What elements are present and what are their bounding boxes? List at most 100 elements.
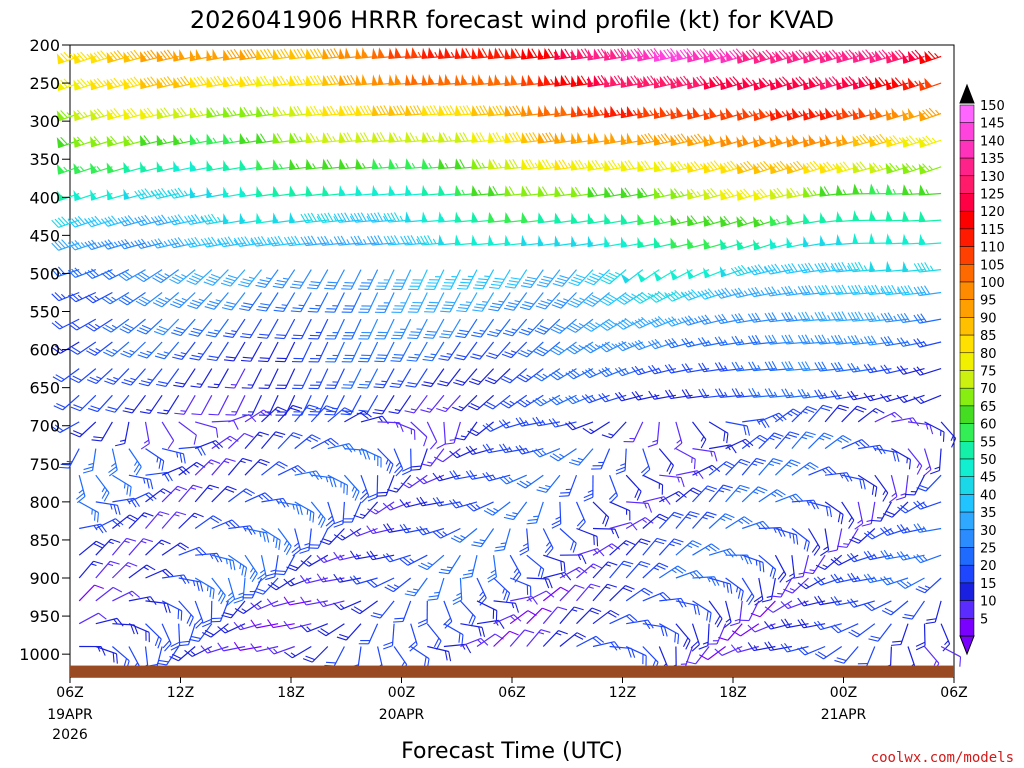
wind-barb [112, 497, 140, 508]
barb-flag [758, 78, 767, 87]
wind-barb [406, 341, 428, 362]
wind-barb [261, 431, 286, 449]
barb-flag [56, 80, 65, 89]
barb-pennant [719, 109, 727, 121]
barb-pennant [636, 272, 646, 283]
barb-flag [389, 132, 396, 142]
barb-flag [106, 110, 114, 119]
barb-pennant [471, 47, 478, 59]
barb-flag [276, 106, 283, 116]
barb-flag [140, 136, 148, 145]
barb-half-flag [458, 501, 463, 507]
wind-barb [819, 161, 842, 174]
barb-flag [260, 106, 267, 116]
wind-barbs [51, 47, 962, 675]
wind-barb [404, 47, 428, 59]
barb-flag [907, 51, 916, 60]
wind-barb [736, 48, 760, 64]
wind-barb [90, 136, 113, 148]
barb-pennant [869, 260, 876, 272]
barb-flag [670, 48, 677, 57]
wind-barb [294, 470, 323, 481]
barb-flag [642, 469, 651, 477]
barb-flag [189, 108, 197, 117]
barb-half-flag [639, 78, 644, 84]
barb-pennant [687, 78, 694, 90]
barb-pennant [222, 213, 229, 225]
barb-flag [583, 496, 594, 502]
wind-barb [388, 47, 411, 59]
wind-barb [90, 108, 113, 121]
barb-half-flag [772, 415, 777, 421]
barb-flag [779, 160, 788, 169]
barb-pennant [736, 109, 744, 121]
barb-flag [422, 159, 429, 169]
barb-flag [256, 133, 263, 143]
wind-barb [758, 458, 783, 476]
barb-flag [367, 493, 378, 499]
wind-barb [376, 474, 395, 497]
barb-flag [758, 51, 767, 60]
barb-flag [380, 457, 382, 468]
barb-flag [499, 105, 506, 115]
barb-half-flag [928, 165, 933, 171]
barb-pennant [189, 50, 196, 62]
barb-half-flag [391, 189, 396, 196]
wind-barb [432, 497, 461, 507]
barb-half-flag [76, 194, 82, 199]
barb-flag [479, 132, 486, 142]
barb-flag [792, 108, 800, 117]
barb-pennant [537, 48, 544, 60]
barb-flag [492, 132, 499, 142]
barb-pennant [918, 53, 926, 65]
barb-flag [894, 411, 903, 420]
barb-half-flag [86, 80, 91, 86]
wind-barb [847, 362, 875, 373]
barb-flag [647, 133, 655, 142]
barb-flag [134, 190, 142, 200]
wind-barb [51, 291, 80, 302]
wind-barb [703, 107, 726, 121]
barb-half-flag [574, 396, 580, 402]
wind-barb [769, 107, 793, 121]
barb-flag [243, 49, 250, 59]
barb-flag [63, 51, 72, 60]
barb-half-flag [422, 478, 428, 483]
barb-flag [482, 105, 489, 115]
barb-flag [422, 132, 429, 142]
barb-flag [692, 77, 700, 86]
barb-flag [326, 132, 333, 142]
barb-flag [210, 459, 221, 464]
wind-barb [305, 105, 328, 117]
barb-flag [826, 161, 834, 170]
barb-pennant [802, 235, 809, 248]
barb-flag [189, 77, 197, 87]
wind-barb [791, 431, 816, 449]
barb-staff [443, 421, 446, 444]
barb-pennant [521, 48, 528, 60]
wind-barb [503, 501, 528, 521]
wind-barb [675, 448, 696, 469]
barb-flag [124, 216, 132, 225]
barb-flag [918, 111, 927, 120]
barb-flag [858, 108, 866, 117]
wind-barb [913, 313, 942, 324]
barb-half-flag [914, 80, 919, 86]
wind-barb [814, 262, 842, 273]
barb-flag [133, 76, 141, 85]
barb-flag [167, 189, 175, 199]
barb-flag [746, 160, 754, 169]
barb-half-flag [624, 369, 629, 374]
barb-half-flag [806, 500, 810, 506]
barb-flag [615, 466, 626, 472]
barb-half-flag [363, 239, 367, 245]
barb-flag [591, 160, 598, 170]
barb-flag [923, 469, 932, 477]
barb-flag [475, 159, 482, 169]
wind-barb [569, 448, 594, 466]
wind-barb [140, 421, 150, 450]
wind-barb [123, 188, 146, 200]
barb-pennant [560, 131, 567, 143]
barb-flag [686, 48, 694, 57]
wind-barb [533, 368, 561, 382]
